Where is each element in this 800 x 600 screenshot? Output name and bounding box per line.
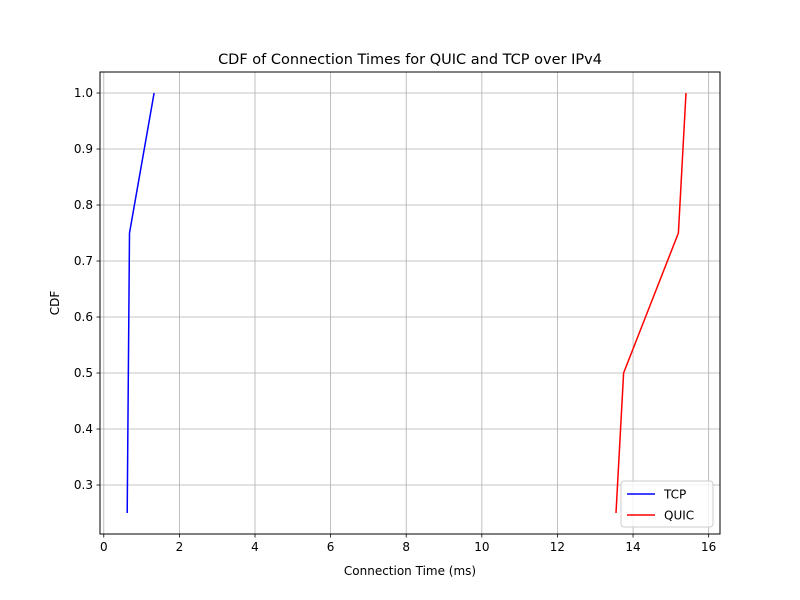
plot-area-frame xyxy=(99,71,721,535)
y-axis-label: CDF xyxy=(48,291,62,316)
series-line-tcp xyxy=(126,92,155,514)
x-tick-label: 0 xyxy=(100,540,108,554)
x-tick-label: 14 xyxy=(625,540,640,554)
y-tick-label: 0.9 xyxy=(74,142,93,156)
axis-ticks: 0 2 4 6 8 10 12 14 16 0.3 0.4 0.5 0.6 0.7 0.8 0.9 1.0 xyxy=(74,86,716,554)
y-tick-label: 0.7 xyxy=(74,254,93,268)
gridlines xyxy=(100,72,720,534)
x-tick-label: 12 xyxy=(550,540,565,554)
legend-label-quic: QUIC xyxy=(664,509,694,523)
series-line-quic xyxy=(615,92,687,514)
y-tick-label: 0.3 xyxy=(74,478,93,492)
series-lines xyxy=(126,92,687,514)
x-tick-label: 8 xyxy=(402,540,410,554)
y-tick-label: 0.8 xyxy=(74,198,93,212)
legend: TCP QUIC xyxy=(620,480,714,528)
x-axis-label: Connection Time (ms) xyxy=(344,564,476,578)
chart-title: CDF of Connection Times for QUIC and TCP… xyxy=(218,52,602,68)
x-tick-label: 10 xyxy=(474,540,489,554)
legend-label-tcp: TCP xyxy=(663,488,686,502)
y-tick-label: 0.5 xyxy=(74,366,93,380)
x-tick-label: 2 xyxy=(176,540,184,554)
x-tick-label: 6 xyxy=(327,540,335,554)
x-tick-label: 4 xyxy=(251,540,259,554)
y-tick-label: 0.4 xyxy=(74,422,93,436)
y-tick-label: 0.6 xyxy=(74,310,93,324)
y-tick-label: 1.0 xyxy=(74,86,93,100)
x-tick-label: 16 xyxy=(701,540,716,554)
